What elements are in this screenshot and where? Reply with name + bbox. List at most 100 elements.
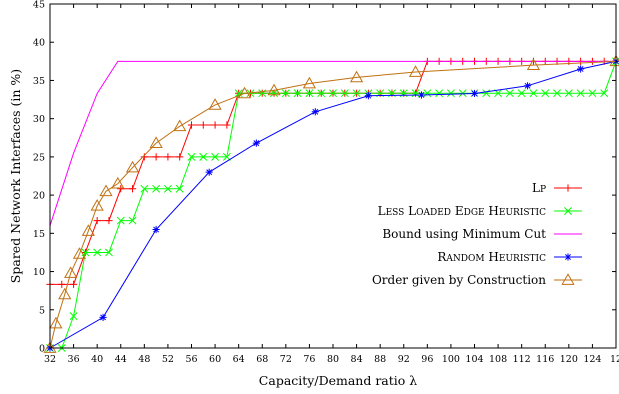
series-line (49, 60, 617, 349)
y-tick-label: 40 (33, 38, 45, 49)
triangle-marker (99, 184, 113, 197)
x-tick-label: 60 (209, 354, 221, 365)
plus-marker (187, 121, 196, 129)
x-tick-label: 64 (233, 354, 245, 365)
plus-marker (117, 185, 125, 193)
x-tick-label: 112 (513, 354, 531, 365)
plus-marker (128, 185, 137, 193)
x-marker (329, 89, 337, 98)
triangle-marker (49, 316, 63, 329)
plus-marker (69, 280, 78, 288)
x-tick-label: 12 (610, 354, 619, 365)
x-marker (140, 184, 149, 193)
x-tick-label: 36 (68, 354, 80, 365)
x-tick-label: 56 (185, 354, 197, 365)
star-marker (564, 253, 572, 261)
series-line (49, 60, 617, 349)
x-marker (93, 248, 102, 257)
star-marker (311, 108, 319, 116)
x-marker (187, 152, 196, 161)
triangle-marker (302, 76, 317, 89)
x-tick-label: 84 (351, 354, 363, 365)
x-marker (564, 207, 572, 215)
y-tick-label: 25 (33, 152, 45, 163)
x-marker (482, 89, 491, 98)
legend-label: RANDOM HEURISTIC (437, 250, 546, 264)
x-tick-label: 48 (138, 354, 150, 365)
x-tick-label: 120 (560, 354, 578, 365)
legend-label: Bound using Minimum Cut (382, 227, 546, 241)
star-marker (205, 168, 213, 176)
x-tick-label: 68 (256, 354, 268, 365)
x-marker (116, 216, 125, 225)
x-tick-label: 44 (115, 354, 127, 365)
x-marker (281, 89, 290, 98)
y-tick-label: 45 (33, 0, 45, 11)
triangle-marker (173, 119, 187, 132)
x-marker (423, 89, 432, 98)
y-tick-label: 20 (33, 191, 45, 202)
plus-marker (164, 153, 172, 161)
x-tick-label: 32 (44, 354, 56, 365)
star-marker (417, 91, 426, 99)
triangle-marker (208, 98, 222, 110)
plus-marker (58, 280, 66, 288)
star-marker (364, 92, 372, 100)
x-marker (175, 184, 184, 193)
star-marker (577, 65, 585, 73)
legend: LP LESS LOADED EDGE HEURISTIC Bound using … (372, 181, 582, 287)
triangle-marker (267, 83, 281, 96)
x-marker (211, 152, 220, 161)
x-tick-label: 116 (536, 354, 554, 365)
ticks-layer: 32 36 40 44 48 52 56 60 64 68 72 76 80 84 88 92 96 100 104… (33, 0, 619, 365)
x-marker (152, 184, 161, 193)
x-marker (199, 152, 208, 161)
legend-entry: LESS LOADED EDGE HEURISTIC (378, 204, 582, 218)
x-marker (317, 89, 326, 98)
legend-entry: LP (532, 181, 582, 195)
star-marker (252, 139, 260, 147)
x-tick-label: 124 (583, 354, 601, 365)
plus-marker (199, 121, 207, 129)
x-tick-label: 80 (327, 354, 339, 365)
x-tick-label: 88 (374, 354, 386, 365)
plus-marker (176, 153, 184, 161)
x-marker (128, 216, 137, 225)
x-marker (435, 89, 444, 98)
x-marker (458, 89, 467, 98)
triangle-marker (90, 199, 104, 211)
triangle-marker (111, 176, 125, 189)
x-tick-label: 72 (280, 354, 292, 365)
legend-entry: RANDOM HEURISTIC (437, 250, 582, 264)
plus-marker (223, 121, 231, 129)
x-marker (517, 89, 526, 98)
y-tick-label: 35 (33, 76, 45, 87)
x-marker (258, 89, 267, 98)
triangle-marker (72, 247, 87, 259)
triangle-marker (58, 287, 72, 300)
plus-marker (105, 216, 113, 225)
series-2 (46, 57, 619, 352)
legend-label: LP (532, 181, 546, 195)
triangle-marker (64, 266, 78, 278)
x-tick-label: 108 (489, 354, 507, 365)
x-marker (600, 89, 609, 98)
x-marker (163, 184, 172, 193)
legend-label: LESS LOADED EDGE HEURISTIC (378, 204, 546, 218)
x-marker (305, 89, 314, 98)
star-marker (152, 225, 160, 234)
y-tick-label: 5 (39, 305, 45, 316)
plus-marker (93, 216, 101, 225)
series-5 (43, 54, 619, 353)
x-marker (553, 89, 561, 98)
legend-label: Order given by Construction (372, 273, 546, 287)
x-marker (529, 89, 538, 98)
x-marker (576, 89, 585, 98)
plus-marker (564, 184, 572, 192)
series-line (49, 60, 616, 226)
x-marker (541, 89, 550, 98)
series-line (50, 61, 617, 349)
x-tick-label: 76 (303, 354, 315, 365)
y-tick-label: 15 (33, 229, 45, 240)
